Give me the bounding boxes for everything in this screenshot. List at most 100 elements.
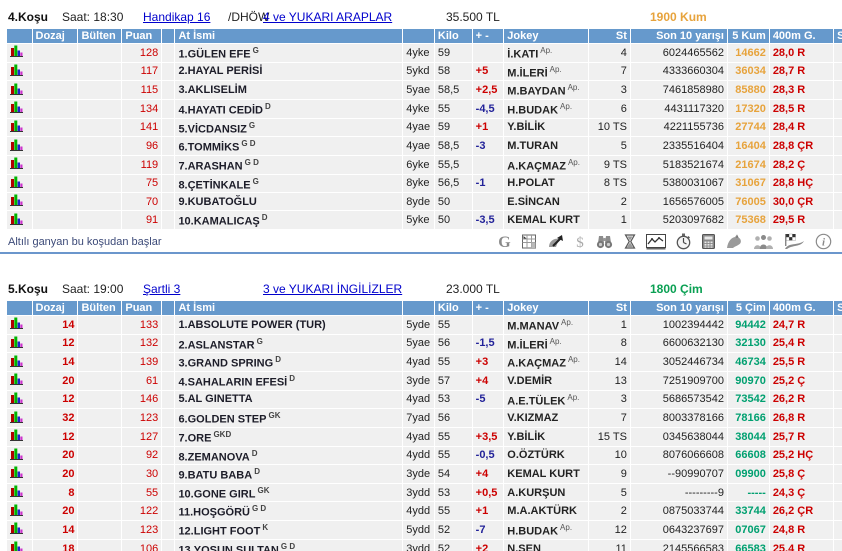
horse-row: 20 92 8.ZEMANOVA D 4ydd 55 -0,5 O.ÖZTÜRK 10 80760… xyxy=(7,446,842,465)
info-icon[interactable]: i xyxy=(815,233,832,250)
bar-chart-icon[interactable] xyxy=(10,336,24,351)
bar-chart-icon[interactable] xyxy=(10,120,24,135)
column-header-s: S xyxy=(834,300,842,315)
horse-name-cell[interactable]: 10.GONE GIRL GK xyxy=(175,483,403,502)
bar-chart-icon[interactable] xyxy=(10,139,24,154)
kilo-cell: 55 xyxy=(434,446,472,465)
line-chart-icon[interactable] xyxy=(646,233,666,250)
race-group-link[interactable]: 3 ve YUKARI İNGİLİZLER xyxy=(263,281,403,296)
horse-name-cell[interactable]: 1.GÜLEN EFE G xyxy=(175,44,403,62)
race-track: 1900 Kum xyxy=(650,10,707,24)
horse-row: 20 122 11.HOŞGÖRÜ G D 4ydd 55 +1 M.A.AKTÜRK 2 087… xyxy=(7,502,842,521)
horse-icon[interactable] xyxy=(725,233,744,250)
bar-chart-icon[interactable] xyxy=(10,194,24,209)
horse-name-cell[interactable]: 4.HAYATI CEDİD D xyxy=(175,99,403,118)
spacer-cell xyxy=(162,390,175,409)
bulten-cell xyxy=(78,465,122,483)
stopwatch-icon[interactable] xyxy=(675,233,692,250)
jockey-cell: V.KIZMAZ xyxy=(504,409,589,427)
jockey-cell: O.ÖZTÜRK xyxy=(504,446,589,465)
horse-name-cell[interactable]: 8.ÇETİNKALE G xyxy=(175,174,403,193)
g-icon[interactable]: G xyxy=(497,233,512,251)
bar-chart-icon[interactable] xyxy=(10,373,24,388)
bar-chart-icon[interactable] xyxy=(10,355,24,370)
bar-chart-icon[interactable] xyxy=(10,392,24,407)
horse-row: 12 132 2.ASLANSTAR G 5yae 56 -1,5 M.İLERİ Ap. 8 66… xyxy=(7,334,842,353)
start-box-cell: 3 xyxy=(589,390,630,409)
race-condition-link[interactable]: Handikap 16 xyxy=(143,10,211,24)
column-header-blank xyxy=(162,300,175,315)
horse-name-cell[interactable]: 6.GOLDEN STEP GK xyxy=(175,409,403,427)
stats-chart-cell xyxy=(7,62,32,81)
bar-chart-icon[interactable] xyxy=(10,466,24,481)
age-cell: 4yad xyxy=(403,353,434,371)
dozaj-cell xyxy=(32,193,78,211)
horse-name-cell[interactable]: 9.BATU BABA D xyxy=(175,465,403,483)
column-header-at-i-smi: At İsmi xyxy=(175,29,403,43)
horse-name-cell[interactable]: 12.LIGHT FOOT K xyxy=(175,521,403,539)
race-group-link[interactable]: 4 ve YUKARI ARAPLAR xyxy=(263,10,393,24)
bar-chart-icon[interactable] xyxy=(10,522,24,537)
bar-chart-icon[interactable] xyxy=(10,101,24,116)
horse-name-cell[interactable]: 6.TOMMİKS G D xyxy=(175,137,403,155)
svg-text:G: G xyxy=(498,234,511,250)
bar-chart-icon[interactable] xyxy=(10,176,24,191)
stats-chart-cell xyxy=(7,483,32,502)
race-condition-link[interactable]: Şartli 3 xyxy=(143,281,181,296)
start-box-cell: 5 xyxy=(589,137,630,155)
horse-name-cell[interactable]: 8.ZEMANOVA D xyxy=(175,446,403,465)
bar-chart-icon[interactable] xyxy=(10,485,24,500)
last-5-surface-cell: 21674 xyxy=(727,155,769,174)
bar-chart-icon[interactable] xyxy=(10,429,24,444)
horse-name-cell[interactable]: 2.HAYAL PERİSİ xyxy=(175,62,403,81)
checkered-flag-icon[interactable] xyxy=(783,233,806,250)
start-box-cell: 2 xyxy=(589,502,630,521)
calculator-icon[interactable] xyxy=(701,233,716,250)
horse-name-cell[interactable]: 4.SAHALARIN EFESİ D xyxy=(175,371,403,390)
column-header-kilo: Kilo xyxy=(434,300,472,315)
horse-name-cell[interactable]: 11.HOŞGÖRÜ G D xyxy=(175,502,403,521)
kilo-cell: 55,5 xyxy=(434,155,472,174)
horse-name-cell[interactable]: 3.AKLISELİM xyxy=(175,81,403,99)
spacer-cell xyxy=(162,502,175,521)
spacer-cell xyxy=(834,521,842,539)
bar-chart-icon[interactable] xyxy=(10,45,24,60)
stats-chart-cell xyxy=(7,334,32,353)
spreadsheet-icon[interactable] xyxy=(521,233,538,250)
bar-chart-icon[interactable] xyxy=(10,83,24,98)
bulten-cell xyxy=(78,155,122,174)
horse-name-cell[interactable]: 2.ASLANSTAR G xyxy=(175,334,403,353)
horse-name-cell[interactable]: 7.ORE GKD xyxy=(175,427,403,446)
last-5-surface-cell: 27744 xyxy=(727,118,769,137)
bar-chart-icon[interactable] xyxy=(10,157,24,172)
spacer-cell xyxy=(162,371,175,390)
start-box-cell: 3 xyxy=(589,81,630,99)
bar-chart-icon[interactable] xyxy=(10,411,24,426)
bar-chart-icon[interactable] xyxy=(10,213,24,228)
weight-diff-cell: +1 xyxy=(472,118,504,137)
horse-name-cell[interactable]: 10.KAMALICAŞ D xyxy=(175,211,403,229)
horse-name-cell[interactable]: 13.YOSUN SULTAN G D xyxy=(175,539,403,551)
stats-chart-cell xyxy=(7,502,32,521)
horse-name-cell[interactable]: 5.VİCDANSIZ G xyxy=(175,118,403,137)
chart-arrow-icon[interactable] xyxy=(547,233,565,250)
stats-chart-cell xyxy=(7,409,32,427)
horse-name-cell[interactable]: 9.KUBATOĞLU xyxy=(175,193,403,211)
horse-name-cell[interactable]: 1.ABSOLUTE POWER (TUR) xyxy=(175,315,403,334)
people-icon[interactable] xyxy=(753,233,774,250)
bar-chart-icon[interactable] xyxy=(10,64,24,79)
start-box-cell: 1 xyxy=(589,315,630,334)
binoculars-icon[interactable] xyxy=(595,233,614,250)
kilo-cell: 58 xyxy=(434,62,472,81)
horse-name-cell[interactable]: 3.GRAND SPRING D xyxy=(175,353,403,371)
bar-chart-icon[interactable] xyxy=(10,504,24,519)
bar-chart-icon[interactable] xyxy=(10,541,24,551)
dollar-icon[interactable]: $ xyxy=(574,233,586,251)
start-box-cell: 8 TS xyxy=(589,174,630,193)
bar-chart-icon[interactable] xyxy=(10,317,24,332)
horse-name-cell[interactable]: 5.AL GINETTA xyxy=(175,390,403,409)
stats-chart-cell xyxy=(7,211,32,229)
hourglass-icon[interactable] xyxy=(623,233,637,250)
horse-name-cell[interactable]: 7.ARASHAN G D xyxy=(175,155,403,174)
bar-chart-icon[interactable] xyxy=(10,448,24,463)
